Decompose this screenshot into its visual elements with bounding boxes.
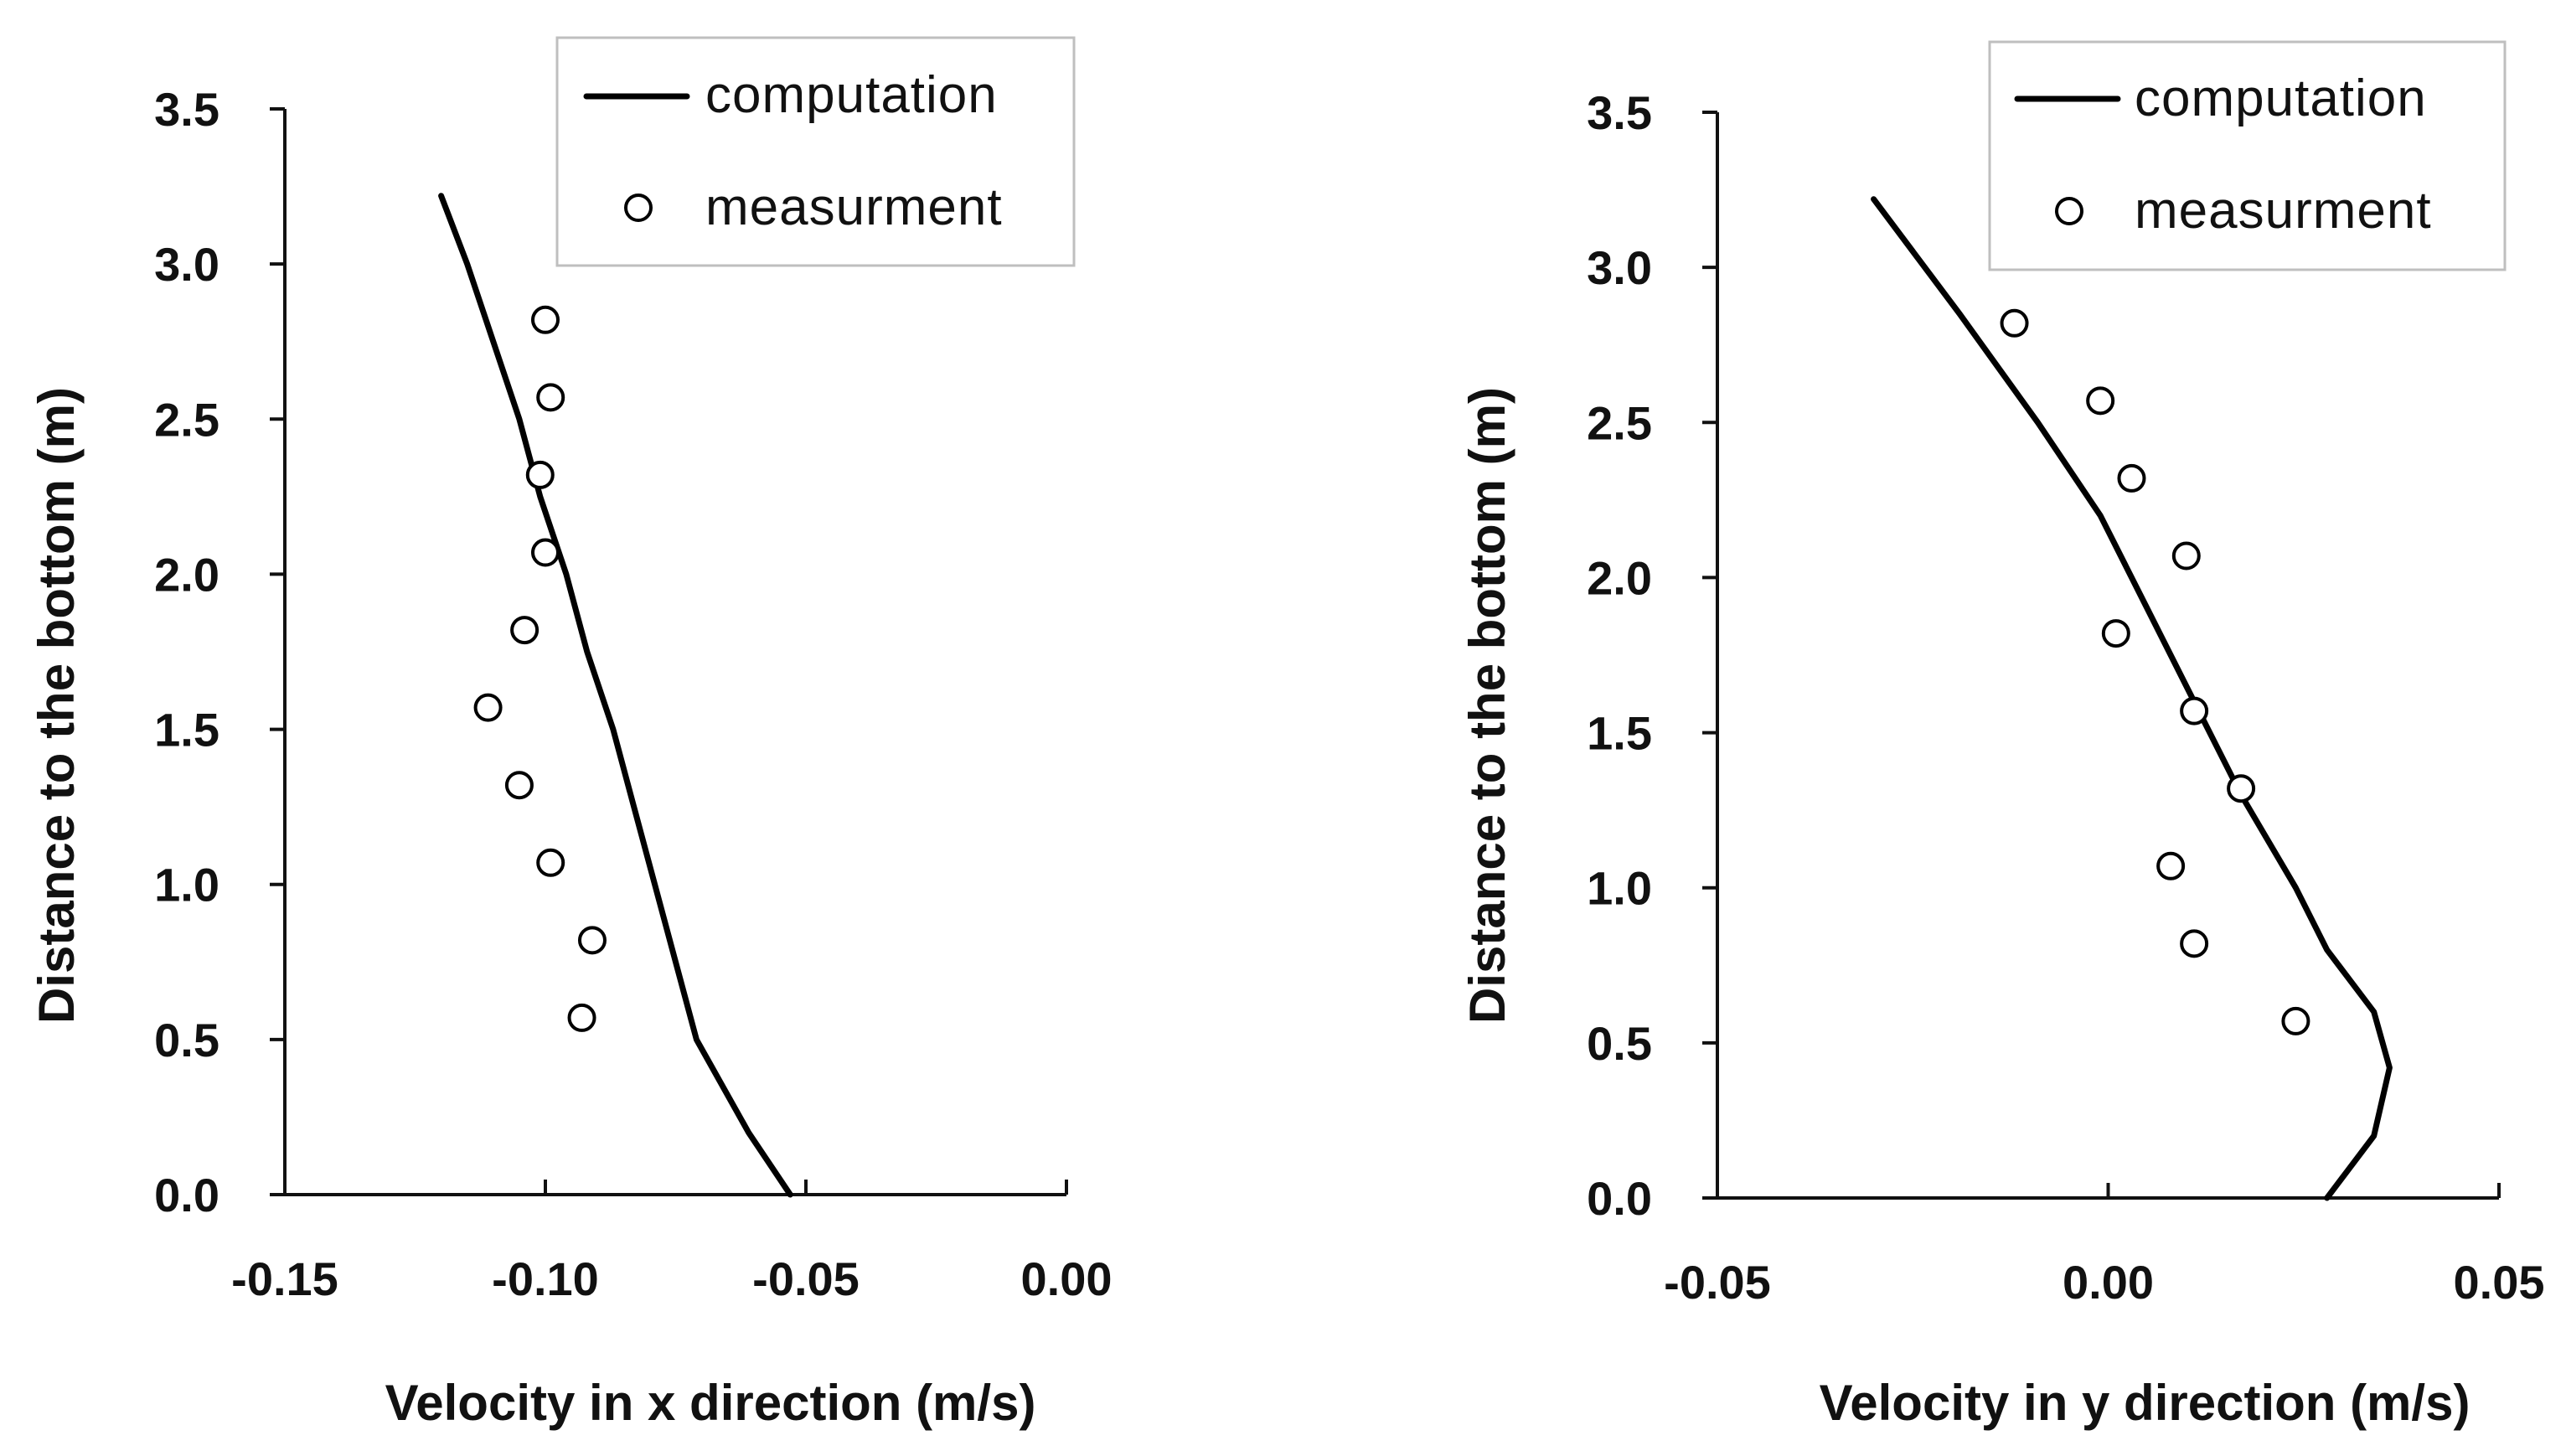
data-point-measurment (531, 305, 560, 334)
y-axis-title: Distance to the bottom (m) (28, 387, 85, 1024)
data-point-measurment (2000, 308, 2029, 338)
legend-box (555, 36, 1076, 267)
legend-label-computation: computation (2135, 70, 2427, 127)
data-point-measurment (2101, 619, 2130, 648)
chart-x-velocity: 0.0 0.5 1.0 1.5 2.0 2.5 3.0 3.5 -0.15 -0.10 -0.05 0… (28, 36, 1113, 1431)
data-point-measurment (536, 848, 565, 877)
legend-label-measurment: measurment (2135, 182, 2432, 240)
x-axis-title: Velocity in y direction (m/s) (1820, 1375, 2470, 1431)
data-point-measurment (2117, 463, 2146, 493)
legend-label-computation: computation (705, 66, 998, 124)
data-point-measurment (473, 693, 503, 722)
y-tick-label: 0.5 (154, 1014, 219, 1066)
y-tick-label: 1.5 (1587, 707, 1652, 760)
tick-labels: 0.0 0.5 1.0 1.5 2.0 2.5 3.0 3.5 -0.05 0.00 0.05 (1587, 86, 2544, 1309)
x-tick-label: 0.05 (2454, 1256, 2545, 1309)
data-point-measurment (2156, 851, 2186, 880)
y-tick-label: 1.5 (154, 704, 219, 756)
y-tick-label: 1.0 (154, 859, 219, 911)
y-axis-title: Distance to the bottom (m) (1459, 387, 1515, 1024)
y-tick-label: 1.0 (1587, 862, 1652, 915)
axes (1702, 111, 2501, 1200)
legend-box (1988, 40, 2507, 271)
legend: computation measurment (1988, 40, 2507, 271)
x-axis-title: Velocity in x direction (m/s) (385, 1375, 1036, 1431)
plot-area (1871, 196, 2393, 1201)
data-point-measurment (504, 771, 534, 800)
y-tick-label: 0.0 (154, 1169, 219, 1221)
x-tick-label: -0.05 (752, 1252, 860, 1305)
y-tick-label: 2.0 (1587, 551, 1652, 604)
legend-label-measurment: measurment (705, 178, 1003, 236)
data-point-measurment (2086, 386, 2115, 416)
legend-marker-swatch (624, 194, 653, 222)
plot-area (438, 193, 793, 1198)
y-tick-label: 2.0 (154, 548, 219, 601)
series-line-computation (438, 193, 793, 1198)
legend: computation measurment (555, 36, 1076, 267)
tick-labels: 0.0 0.5 1.0 1.5 2.0 2.5 3.0 3.5 -0.15 -0.10 -0.05 0… (154, 83, 1112, 1305)
y-tick-label: 2.5 (1587, 396, 1652, 449)
y-tick-label: 0.5 (1587, 1017, 1652, 1070)
data-point-measurment (2227, 774, 2256, 803)
y-tick-label: 2.5 (154, 393, 219, 446)
data-point-measurment (536, 383, 565, 412)
data-point-measurment (567, 1003, 596, 1032)
axes (270, 107, 1068, 1196)
x-tick-label: -0.10 (492, 1252, 599, 1305)
y-tick-label: 3.0 (1587, 241, 1652, 294)
legend-marker-swatch (2055, 197, 2083, 225)
series-line-computation (1871, 196, 2393, 1201)
data-point-measurment (525, 460, 555, 489)
y-tick-label: 3.5 (154, 83, 219, 136)
x-tick-label: 0.00 (1021, 1252, 1113, 1305)
data-point-measurment (2171, 541, 2201, 571)
y-tick-label: 0.0 (1587, 1172, 1652, 1225)
y-tick-label: 3.0 (154, 238, 219, 291)
data-point-measurment (2180, 696, 2209, 725)
data-point-measurment (531, 538, 560, 567)
x-tick-label: 0.00 (2063, 1256, 2154, 1309)
data-point-measurment (510, 616, 540, 645)
data-point-measurment (2180, 929, 2209, 958)
data-point-measurment (2281, 1006, 2310, 1035)
data-point-measurment (577, 926, 607, 955)
x-tick-label: -0.05 (1664, 1256, 1771, 1309)
chart-y-velocity: 0.0 0.5 1.0 1.5 2.0 2.5 3.0 3.5 -0.05 0.00 0.05 Ve… (1459, 40, 2545, 1431)
y-tick-label: 3.5 (1587, 86, 1652, 139)
x-tick-label: -0.15 (231, 1252, 338, 1305)
